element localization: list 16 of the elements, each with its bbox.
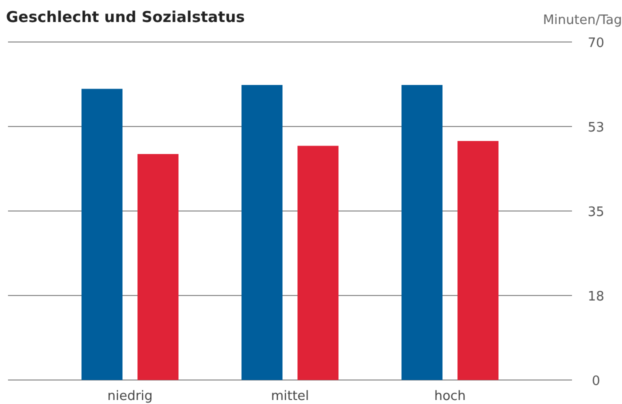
bar (298, 146, 338, 380)
y-tick-label: 0 (592, 374, 600, 389)
y-tick-label: 53 (588, 120, 604, 136)
y-tick-label: 70 (588, 36, 604, 51)
x-tick-label: mittel (270, 389, 310, 404)
bar (458, 140, 498, 380)
x-tick-label: niedrig (107, 389, 153, 404)
bar (138, 154, 178, 380)
chart-title: Geschlecht und Sozialstatus (6, 8, 245, 26)
x-tick-label: hoch (434, 389, 466, 404)
bar (82, 88, 122, 380)
y-axis-title: Minuten/Tag (542, 13, 622, 28)
bar (242, 84, 282, 380)
y-tick-label: 35 (588, 205, 604, 220)
bar (402, 84, 442, 380)
y-tick-label: 18 (588, 290, 604, 304)
